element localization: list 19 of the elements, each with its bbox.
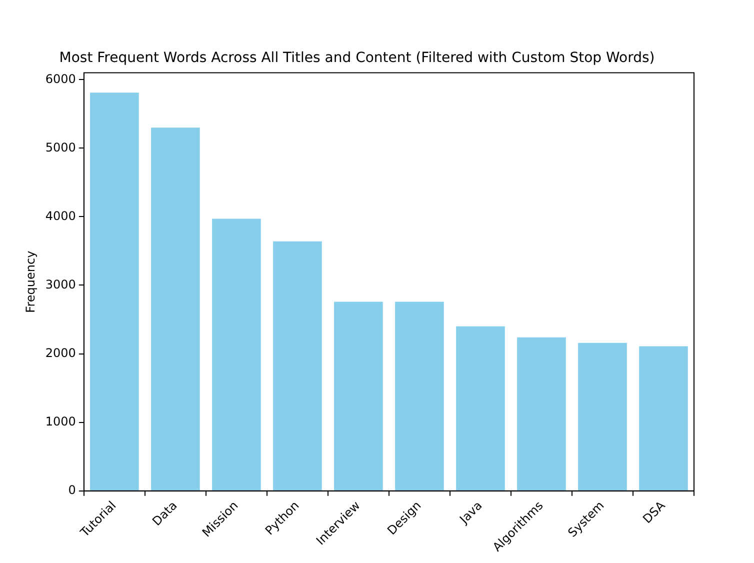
bar bbox=[334, 302, 383, 490]
bar bbox=[456, 326, 505, 490]
bar bbox=[639, 346, 688, 490]
chart-title: Most Frequent Words Across All Titles and Content (Filtered with Custom Stop Words) bbox=[59, 50, 655, 66]
bar bbox=[517, 337, 566, 490]
y-tick-label: 5000 bbox=[45, 140, 76, 154]
y-tick-label: 0 bbox=[68, 482, 76, 497]
bar bbox=[151, 128, 200, 490]
y-tick-label: 3000 bbox=[45, 277, 76, 292]
bar bbox=[578, 342, 627, 490]
bar bbox=[90, 92, 139, 490]
bar bbox=[212, 218, 261, 490]
y-tick-label: 1000 bbox=[45, 414, 76, 428]
y-axis-title: Frequency bbox=[23, 250, 38, 313]
y-tick-label: 4000 bbox=[45, 208, 76, 223]
bar bbox=[273, 241, 322, 490]
y-tick-label: 2000 bbox=[45, 346, 76, 360]
y-tick-label: 6000 bbox=[45, 72, 76, 86]
bar bbox=[395, 302, 444, 490]
